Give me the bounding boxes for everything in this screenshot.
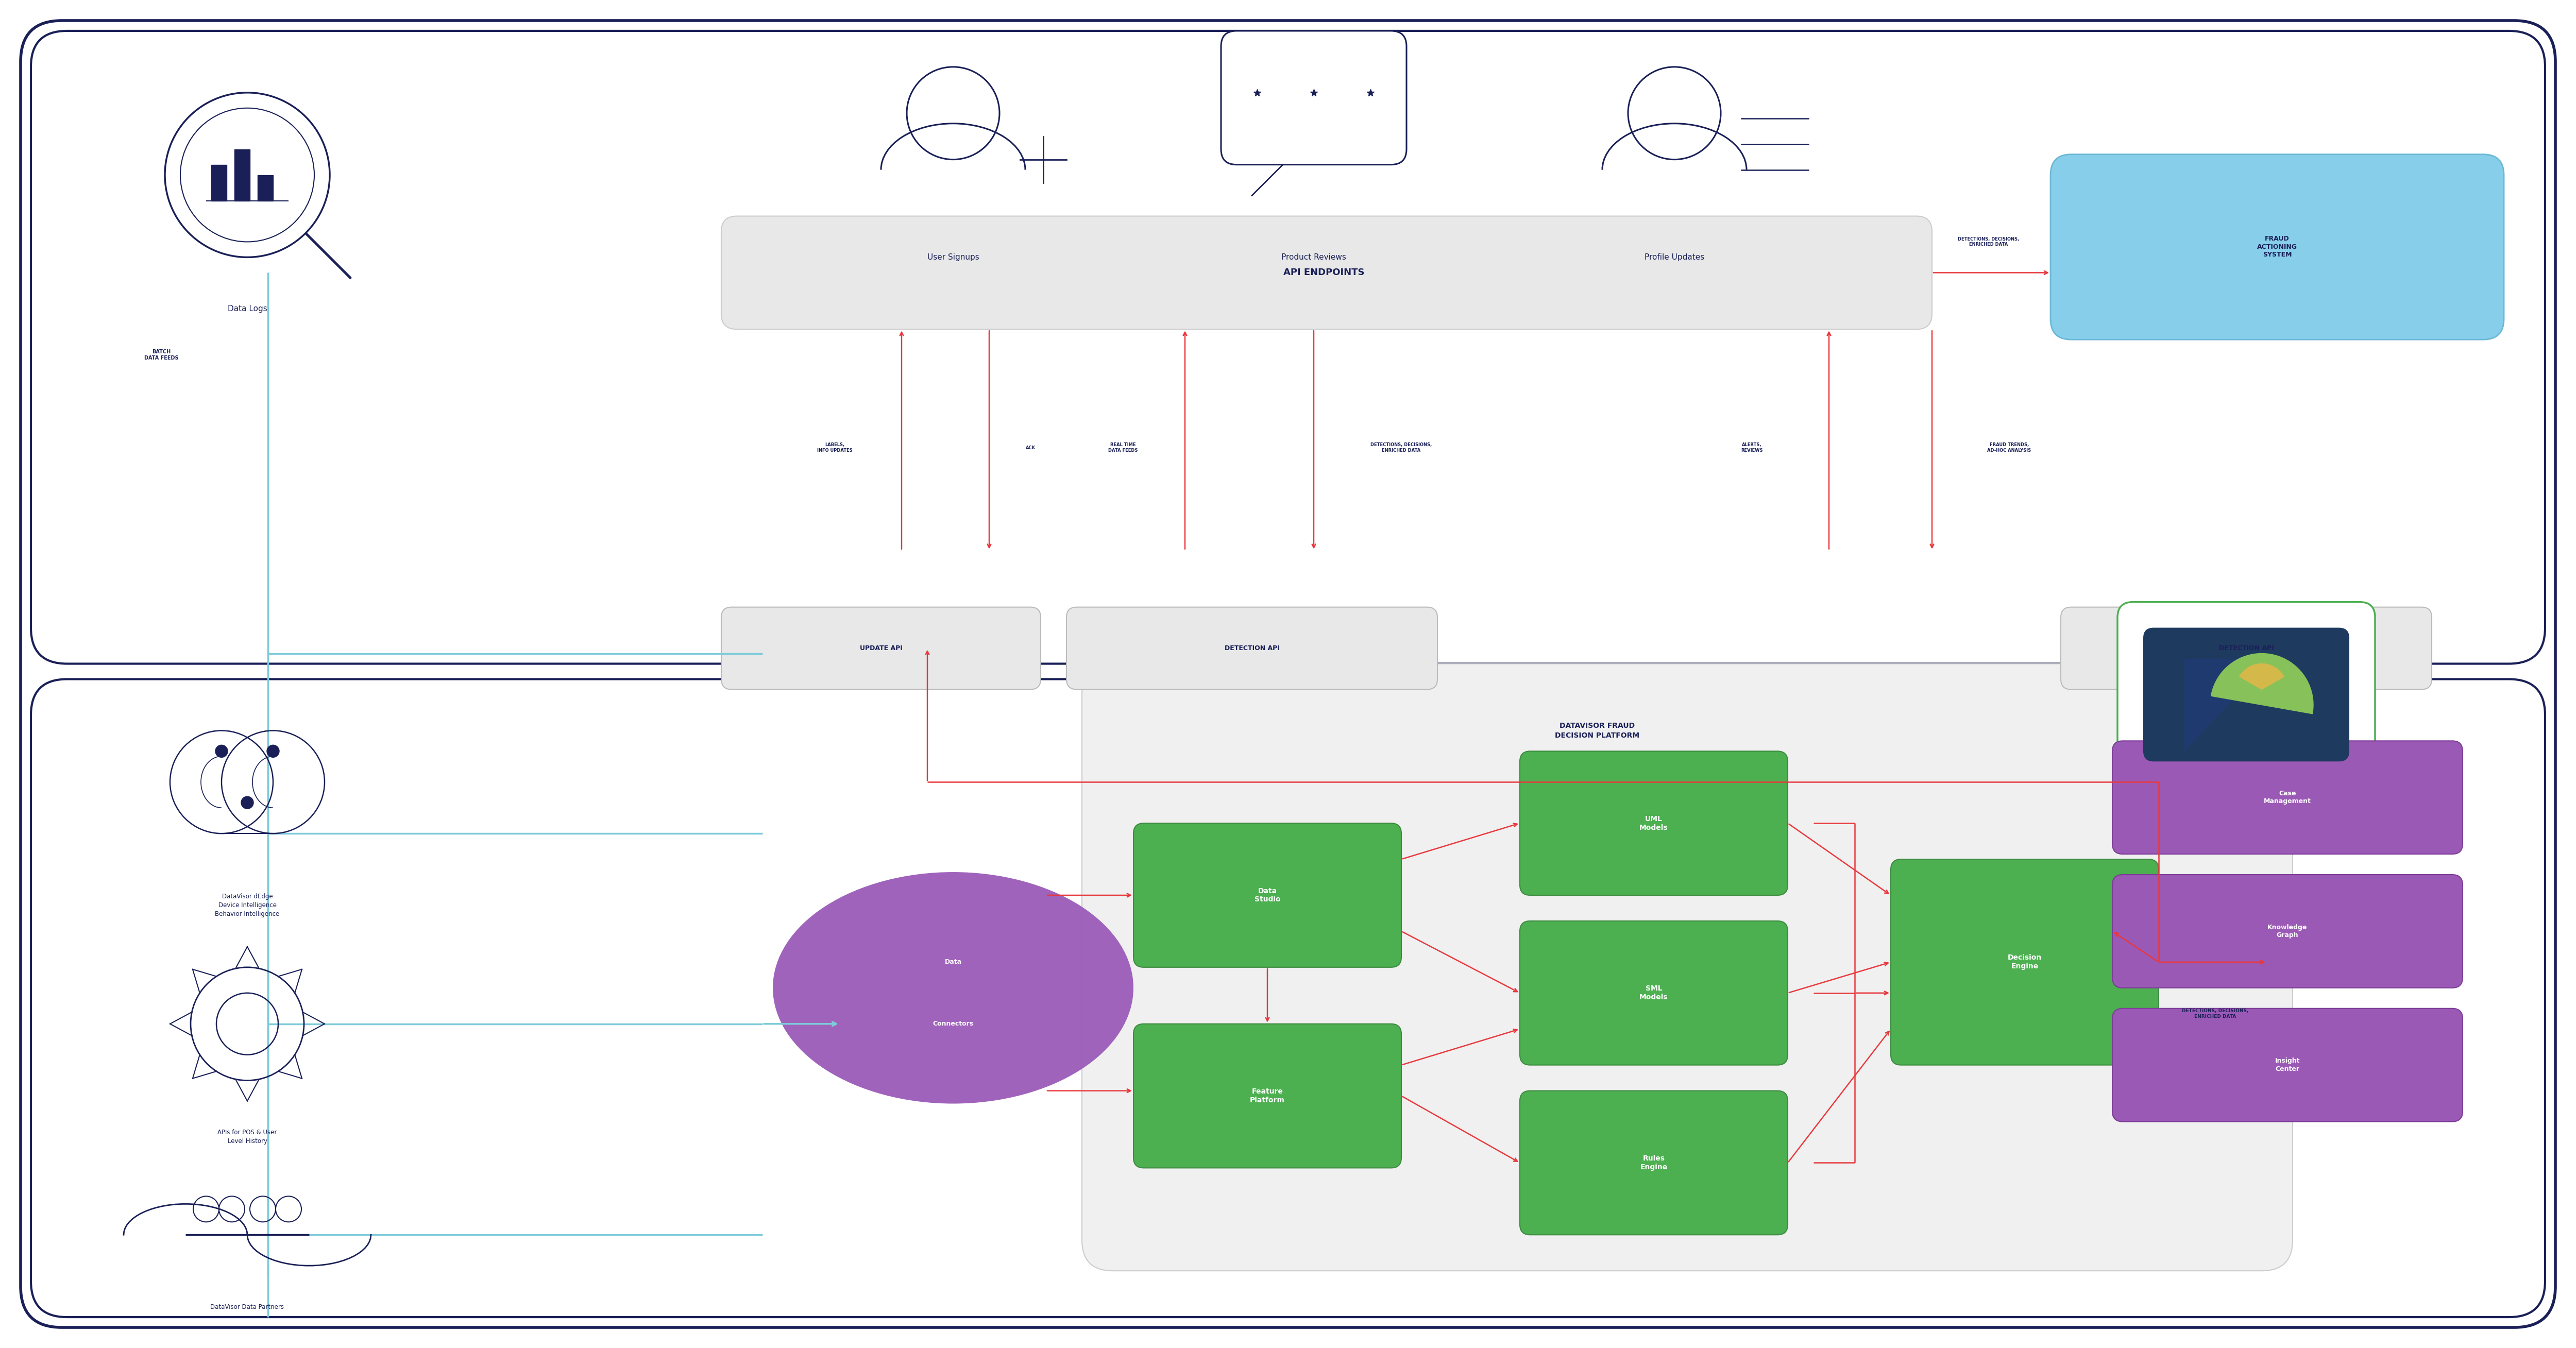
Bar [234, 150, 250, 201]
Circle shape [216, 745, 227, 758]
Text: User Signups: User Signups [927, 253, 979, 262]
FancyBboxPatch shape [1891, 859, 2159, 1065]
Text: Feature
Platform: Feature Platform [1249, 1088, 1285, 1104]
Text: Knowledge
Graph: Knowledge Graph [2267, 923, 2308, 938]
Text: APIs for POS & User
Level History: APIs for POS & User Level History [216, 1130, 278, 1144]
Text: Connectors: Connectors [933, 1020, 974, 1027]
FancyBboxPatch shape [721, 216, 1932, 329]
FancyBboxPatch shape [2061, 607, 2432, 689]
Text: API ENDPOINTS: API ENDPOINTS [1283, 268, 1365, 278]
Text: FRAUD TRENDS,
AD-HOC ANALYSIS: FRAUD TRENDS, AD-HOC ANALYSIS [1986, 442, 2032, 453]
Text: DETECTION API: DETECTION API [2218, 644, 2275, 651]
Text: ALERTS,
REVIEWS: ALERTS, REVIEWS [1741, 442, 1762, 453]
FancyBboxPatch shape [21, 20, 2555, 1328]
Bar [2179, 807, 2313, 824]
FancyBboxPatch shape [2112, 1008, 2463, 1122]
FancyBboxPatch shape [2143, 628, 2349, 762]
Text: LABELS,
INFO UPDATES: LABELS, INFO UPDATES [817, 442, 853, 453]
Text: Data
Studio: Data Studio [1255, 887, 1280, 903]
Text: ACK: ACK [1025, 445, 1036, 450]
Text: Rules
Engine: Rules Engine [1641, 1155, 1667, 1170]
Text: DETECTIONS, DECISIONS,
ENRICHED DATA: DETECTIONS, DECISIONS, ENRICHED DATA [1958, 237, 2020, 247]
Polygon shape [2184, 659, 2272, 751]
FancyBboxPatch shape [1066, 607, 1437, 689]
Text: Profile Updates: Profile Updates [1643, 253, 1705, 262]
FancyBboxPatch shape [31, 31, 2545, 663]
Bar [258, 175, 273, 201]
Text: SML
Models: SML Models [1638, 985, 1669, 1002]
Text: DataVisor Data Partners: DataVisor Data Partners [211, 1304, 283, 1310]
Text: BATCH
DATA FEEDS: BATCH DATA FEEDS [144, 349, 178, 361]
FancyBboxPatch shape [721, 607, 1041, 689]
Circle shape [268, 745, 278, 758]
Text: Product Reviews: Product Reviews [1280, 253, 1347, 262]
Bar [211, 164, 227, 201]
Polygon shape [2210, 654, 2313, 714]
Polygon shape [2239, 663, 2285, 689]
FancyBboxPatch shape [2112, 741, 2463, 855]
FancyBboxPatch shape [1221, 31, 1406, 164]
FancyBboxPatch shape [2050, 155, 2504, 340]
Ellipse shape [773, 872, 1133, 1104]
Bar [2210, 776, 2282, 813]
Text: DETECTION API: DETECTION API [1224, 644, 1280, 651]
Text: DETECTIONS, DECISIONS,
ENRICHED DATA: DETECTIONS, DECISIONS, ENRICHED DATA [2182, 1008, 2249, 1019]
FancyBboxPatch shape [1082, 663, 2293, 1271]
FancyBboxPatch shape [1133, 1024, 1401, 1167]
Text: UML
Models: UML Models [1638, 816, 1669, 832]
FancyBboxPatch shape [1520, 751, 1788, 895]
Text: DATAVISOR FRAUD
DECISION PLATFORM: DATAVISOR FRAUD DECISION PLATFORM [1556, 723, 1638, 739]
Text: Case
Management: Case Management [2264, 790, 2311, 805]
Text: FRAUD
ACTIONING
SYSTEM: FRAUD ACTIONING SYSTEM [2257, 236, 2298, 259]
Text: DETECTIONS, DECISIONS,
ENRICHED DATA: DETECTIONS, DECISIONS, ENRICHED DATA [1370, 442, 1432, 453]
Text: REAL TIME
DATA FEEDS: REAL TIME DATA FEEDS [1108, 442, 1139, 453]
Text: DataVisor dEdge
Device Intelligence
Behavior Intelligence: DataVisor dEdge Device Intelligence Beha… [214, 894, 281, 918]
FancyBboxPatch shape [1133, 824, 1401, 968]
Text: Data: Data [945, 958, 961, 965]
FancyBboxPatch shape [2112, 875, 2463, 988]
Text: UPDATE API: UPDATE API [860, 644, 902, 651]
FancyBboxPatch shape [1520, 921, 1788, 1065]
Circle shape [242, 797, 252, 809]
FancyBboxPatch shape [1520, 1091, 1788, 1235]
FancyBboxPatch shape [31, 679, 2545, 1317]
Text: Insight
Center: Insight Center [2275, 1058, 2300, 1073]
FancyBboxPatch shape [2117, 603, 2375, 782]
Text: Decision
Engine: Decision Engine [2007, 954, 2043, 971]
Text: Data Logs: Data Logs [227, 305, 268, 313]
